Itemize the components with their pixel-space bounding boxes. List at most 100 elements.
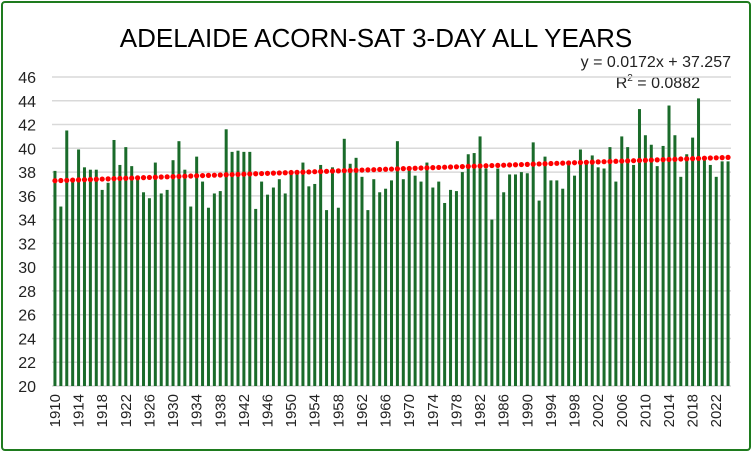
trend-point [87,176,93,183]
bar [53,170,57,386]
x-tick-label: 1974 [425,394,442,427]
trend-point [489,162,495,169]
trend-point [613,158,619,164]
bar [496,168,500,386]
bar [484,168,488,386]
bar [372,179,376,386]
x-tick-label: 1950 [283,394,300,427]
bar [626,147,630,386]
trend-point [199,172,206,179]
bar [94,169,98,386]
bar [330,167,334,386]
trend-point [276,170,282,176]
x-tick-label: 1986 [496,394,513,427]
bar [260,181,264,386]
bar [637,109,641,386]
bar [295,174,299,386]
trend-point [93,176,99,182]
trend-point [619,158,625,164]
bar [578,149,582,386]
trend-point [70,177,76,183]
trend-point [341,168,347,174]
x-tick-label: 1994 [543,394,560,427]
trend-point [194,173,200,179]
trend-point [353,167,359,173]
trend-point [524,161,530,167]
bar [543,156,547,386]
x-tick-label: 2010 [637,394,654,427]
trend-point [601,159,607,165]
trend-point [264,170,271,176]
trend-point [217,172,223,178]
bar [271,187,275,386]
bar [525,173,529,386]
y-tick-label: 38 [18,165,36,182]
y-tick-label: 30 [18,260,36,277]
trend-point [459,163,465,170]
trend-point [477,163,483,169]
x-tick-label: 1918 [94,394,111,427]
y-tick-label: 22 [18,355,36,372]
trend-point [347,167,353,174]
bar [472,153,476,386]
bar [348,163,352,386]
bar [82,167,86,386]
bar [159,193,163,386]
bar [454,191,458,386]
bar [71,179,75,386]
trend-point [377,166,383,173]
bar [236,150,240,386]
r2-value: = 0.0882 [633,75,700,92]
trend-point [111,176,117,182]
trend-point [75,177,82,183]
bar [354,157,358,386]
trend-point [164,174,170,180]
bar [65,130,69,386]
x-tick-label: 1962 [354,394,371,427]
bar [171,160,175,386]
x-tick-label: 1938 [212,394,229,427]
trend-point [442,164,448,170]
y-tick-label: 26 [18,308,36,325]
trend-point [636,157,643,164]
bar [478,136,482,386]
chart-title: ADELAIDE ACORN-SAT 3-DAY ALL YEARS [120,23,633,53]
x-tick-label: 1946 [260,394,277,427]
trend-point [430,165,436,171]
trend-point [690,156,696,162]
trend-point [501,162,507,168]
bar [242,151,246,386]
bar [673,135,677,386]
bar [714,176,718,386]
trend-point [146,174,153,181]
trend-point [318,168,324,175]
bar [431,187,435,386]
bar [513,174,517,386]
bar [460,172,464,386]
bar [230,151,234,386]
bar [248,151,252,386]
x-tick-label: 1990 [519,394,536,427]
trend-point [323,168,330,174]
bar [649,144,653,386]
trend-point [288,169,294,176]
trend-point [483,163,489,169]
x-tick-label: 2022 [708,394,725,427]
trend-point [158,174,164,180]
trend-point [648,157,654,163]
y-tick-label: 46 [18,70,36,87]
bar [112,139,116,386]
trend-point [99,176,105,182]
bar [466,154,470,386]
bar [413,175,417,386]
trend-point [630,158,637,164]
bar [596,167,600,386]
bar [549,180,553,386]
trend-point [229,171,235,178]
trend-point [81,177,88,183]
x-tick-label: 1942 [236,394,253,427]
bar [655,166,659,386]
r2-sup: 2 [627,73,633,84]
x-tick-label: 1914 [71,394,88,427]
